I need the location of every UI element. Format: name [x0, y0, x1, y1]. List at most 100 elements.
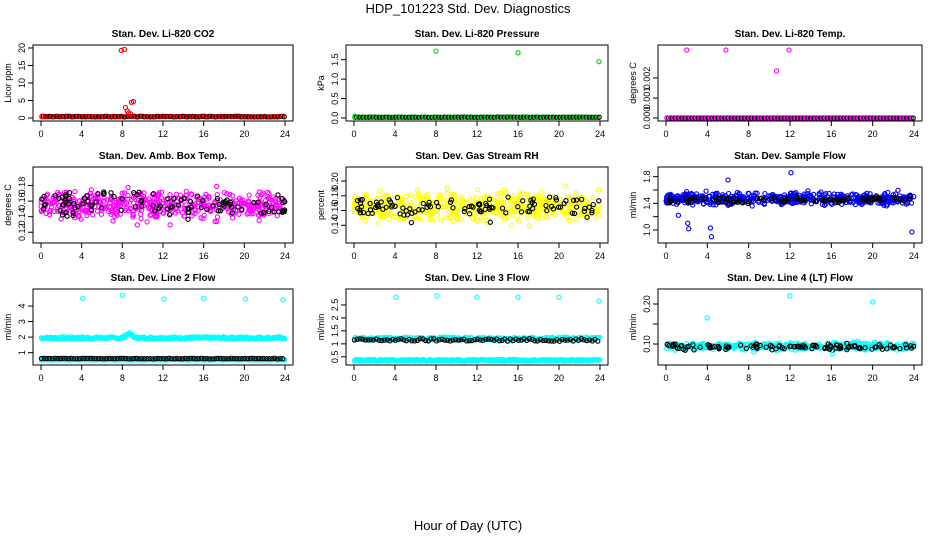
cloud-point [246, 199, 252, 205]
overlay-point [691, 347, 697, 353]
overlay-point [60, 202, 67, 208]
overlay-point [529, 199, 535, 206]
baseline-point [756, 115, 763, 121]
baseline-point [874, 115, 880, 121]
band-point [120, 355, 126, 361]
baseline-point [553, 114, 560, 120]
panel-title: Stan. Dev. Amb. Box Temp. [99, 151, 227, 162]
overlay-point [833, 342, 840, 348]
band-point [281, 336, 288, 342]
cloud-point [881, 202, 887, 208]
data-points [38, 292, 288, 363]
band-point [442, 337, 448, 343]
band-point [152, 355, 159, 362]
band-point [480, 337, 486, 343]
cloud-point [92, 196, 99, 202]
series-point [556, 294, 562, 300]
y-tick-label: 0.14 [17, 208, 27, 226]
band-point [548, 338, 554, 344]
cloud-point [446, 214, 453, 221]
x-axis-label: Hour of Day (UTC) [414, 518, 522, 533]
y-tick-label: 1 [330, 341, 340, 346]
series-point [870, 299, 876, 305]
cloud-point [509, 208, 516, 214]
band-point [518, 337, 524, 343]
panel-title: Stan. Dev. Line 2 Flow [111, 273, 216, 284]
cloud-point [475, 186, 481, 193]
baseline-point [725, 115, 731, 121]
cloud-point [397, 217, 404, 223]
band-point [179, 356, 186, 362]
overlay-point [150, 202, 156, 209]
cloud-point [443, 197, 450, 204]
y-tick-label: 4 [17, 303, 27, 308]
band-point [526, 336, 533, 342]
overlay-point [84, 193, 91, 199]
cloud-point [409, 199, 415, 205]
band-point [485, 336, 492, 342]
x-tick-label: 20 [239, 251, 249, 261]
cloud-point [427, 216, 433, 223]
band-point [452, 337, 459, 343]
x-tick-label: 16 [826, 373, 836, 383]
band-point [163, 356, 169, 362]
x-tick-label: 24 [280, 251, 290, 261]
panel-title: Stan. Dev. Li-820 Pressure [415, 29, 540, 40]
band-point [206, 356, 213, 362]
x-tick-label: 8 [120, 251, 125, 261]
cloud-point [563, 213, 570, 220]
baseline-point [841, 115, 847, 121]
overlay-point [773, 198, 779, 204]
overlay-point [435, 204, 441, 210]
overlay-point [400, 205, 406, 211]
overlay-point [357, 207, 363, 213]
cloud-point [595, 212, 602, 218]
x-tick-label: 4 [705, 373, 710, 383]
baseline-point [670, 115, 677, 121]
band-point [38, 355, 45, 362]
overlay-point [666, 200, 672, 206]
cloud-point [469, 215, 476, 221]
x-tick-label: 24 [280, 373, 290, 383]
y-tick-label: 0.001 [642, 87, 652, 110]
series-point [515, 50, 521, 56]
cloud-point [78, 216, 84, 222]
overlay-point [527, 203, 533, 209]
cloud-point [155, 193, 161, 199]
baseline-point [710, 115, 716, 121]
overlay-point [845, 195, 852, 202]
band-point [198, 355, 205, 361]
x-tick-label: 0 [38, 251, 43, 261]
band-point [543, 337, 549, 344]
cloud-point [245, 202, 251, 208]
cloud-point [535, 208, 541, 214]
cloud-point [579, 209, 585, 215]
band-point [177, 356, 183, 362]
band-point [450, 337, 456, 343]
band-point [266, 356, 272, 362]
overlay-point [476, 201, 483, 207]
overlay-point [503, 210, 509, 216]
band-point [185, 356, 191, 362]
overlay-point [840, 198, 847, 204]
overlay-point [573, 197, 580, 203]
baseline-point [788, 115, 794, 121]
plot-frame [32, 44, 294, 122]
overlay-point [710, 197, 716, 203]
cloud-point [377, 188, 383, 194]
overlay-point [118, 207, 124, 213]
plot-frame [345, 288, 609, 366]
band-point [354, 336, 360, 342]
y-axis-label: ml/min [316, 314, 326, 341]
cloud-point [526, 223, 533, 229]
x-tick-label: 8 [433, 251, 438, 261]
cloud-point [88, 187, 94, 193]
cloud-point [189, 191, 195, 198]
overlay-point [228, 199, 234, 206]
cloud-point [592, 209, 598, 215]
cloud-point [125, 192, 131, 199]
series-point [201, 295, 207, 301]
baseline-point [483, 114, 489, 120]
baseline-point [365, 114, 371, 120]
